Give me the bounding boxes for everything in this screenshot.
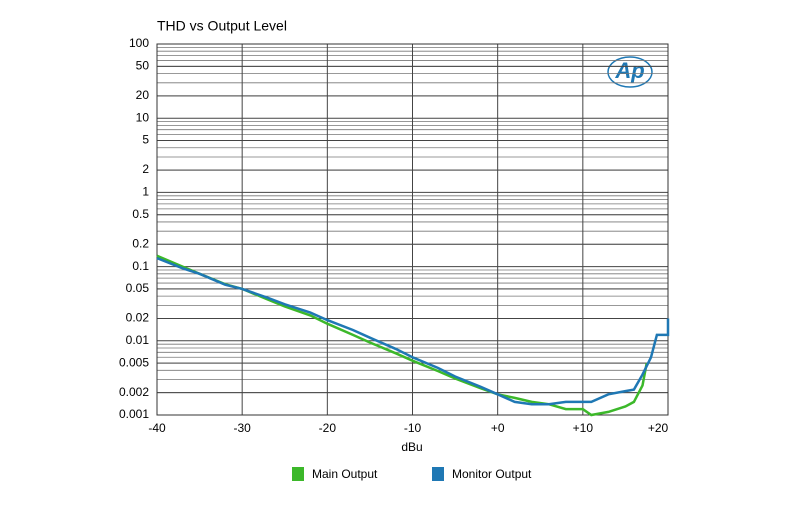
chart-title: THD vs Output Level: [157, 18, 287, 34]
x-tick-label: +0: [491, 421, 505, 435]
y-tick-label: 5: [142, 133, 149, 147]
y-tick-label: 50: [136, 59, 150, 73]
y-tick-label: 10: [136, 110, 150, 124]
legend-swatch: [292, 467, 304, 481]
x-tick-label: -40: [148, 421, 166, 435]
x-tick-label: +10: [573, 421, 594, 435]
series-line: [156, 256, 670, 406]
y-tick-label: 100: [129, 36, 149, 50]
y-tick-label: 0.02: [126, 311, 150, 325]
y-tick-label: 1: [142, 185, 149, 199]
logo-ring: [607, 56, 653, 88]
legend-label: Main Output: [312, 467, 378, 481]
y-tick-label: 2: [142, 162, 149, 176]
y-tick-label: 0.002: [119, 385, 149, 399]
legend-label: Monitor Output: [452, 467, 532, 481]
y-tick-label: 0.01: [126, 333, 150, 347]
y-tick-label: 0.1: [132, 259, 149, 273]
legend-swatch: [432, 467, 444, 481]
y-tick-label: 0.2: [132, 236, 149, 250]
plot-frame: [156, 43, 669, 416]
x-tick-label: +20: [648, 421, 669, 435]
y-tick-label: 0.05: [126, 281, 150, 295]
x-axis-label: dBu: [401, 440, 422, 454]
x-tick-label: -30: [233, 421, 251, 435]
y-tick-label: 0.005: [119, 355, 149, 369]
y-tick-label: 20: [136, 88, 150, 102]
y-tick-label: 0.5: [132, 207, 149, 221]
series-line: [156, 254, 648, 417]
logo: Ap: [614, 58, 644, 83]
x-tick-label: -10: [404, 421, 422, 435]
y-tick-label: 0.001: [119, 407, 149, 421]
x-tick-label: -20: [319, 421, 337, 435]
